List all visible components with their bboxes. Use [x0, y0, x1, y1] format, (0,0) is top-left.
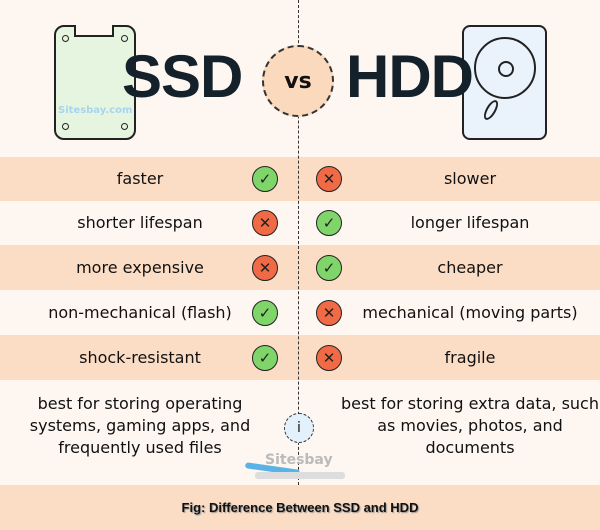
ssd-feature: shorter lifespan — [77, 213, 203, 232]
ssd-feature: more expensive — [76, 257, 204, 277]
comparison-row: shock-resistant ✓ ✕ fragile — [0, 335, 600, 380]
check-icon: ✓ — [316, 254, 342, 281]
info-icon: i — [284, 413, 314, 443]
hdd-feature: longer lifespan — [410, 213, 530, 232]
ssd-feature: shock-resistant — [79, 347, 201, 367]
ssd-best-for: best for storing operating systems, gami… — [29, 394, 251, 457]
watermark: Sitesbay.com — [58, 105, 133, 116]
caption: Fig: Difference Between SSD and HDD — [0, 485, 600, 530]
hdd-title: HDD — [346, 43, 474, 110]
comparison-row: shorter lifespan ✕ ✓ longer lifespan — [0, 201, 600, 245]
header: Sitesbay.com SSD vs HDD — [0, 0, 600, 157]
check-icon: ✓ — [252, 344, 278, 371]
cross-icon: ✕ — [252, 210, 278, 236]
hdd-feature: slower — [443, 169, 497, 188]
ssd-feature: non-mechanical (flash) — [48, 302, 232, 322]
sitesbay-logo: Sitesbay — [244, 452, 355, 482]
best-for-row: best for storing operating systems, gami… — [0, 380, 600, 485]
comparison-row: faster ✓ ✕ slower — [0, 157, 600, 201]
comparison-row: non-mechanical (flash) ✓ ✕ mechanical (m… — [0, 290, 600, 335]
hdd-feature: cheaper — [437, 257, 503, 277]
ssd-icon — [54, 25, 136, 140]
ssd-feature: faster — [116, 169, 164, 188]
ssd-title: SSD — [122, 43, 243, 110]
check-icon: ✓ — [252, 166, 278, 192]
cross-icon: ✕ — [252, 254, 278, 281]
cross-icon: ✕ — [316, 299, 342, 326]
comparison-row: more expensive ✕ ✓ cheaper — [0, 245, 600, 290]
check-icon: ✓ — [316, 210, 342, 236]
cross-icon: ✕ — [316, 166, 342, 192]
vs-badge: vs — [262, 45, 334, 117]
cross-icon: ✕ — [316, 344, 342, 371]
hdd-best-for: best for storing extra data, such as mov… — [341, 394, 599, 457]
hdd-feature: fragile — [444, 347, 496, 367]
hdd-feature: mechanical (moving parts) — [362, 302, 578, 322]
check-icon: ✓ — [252, 299, 278, 326]
hdd-icon — [462, 25, 547, 140]
center-divider — [298, 0, 299, 485]
